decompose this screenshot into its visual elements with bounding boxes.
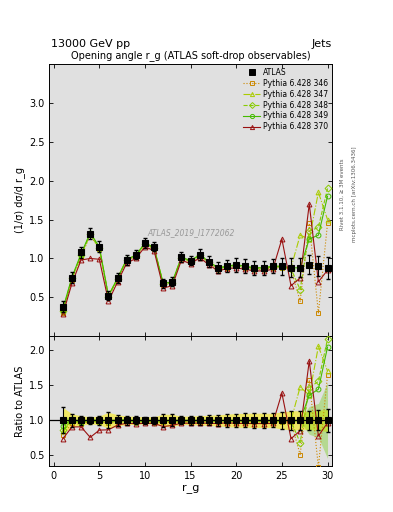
Legend: ATLAS, Pythia 6.428 346, Pythia 6.428 347, Pythia 6.428 348, Pythia 6.428 349, P: ATLAS, Pythia 6.428 346, Pythia 6.428 34…	[242, 66, 330, 133]
X-axis label: r_g: r_g	[182, 483, 199, 494]
Text: mcplots.cern.ch [arXiv:1306.3436]: mcplots.cern.ch [arXiv:1306.3436]	[352, 147, 357, 242]
Title: Opening angle r_g (ATLAS soft-drop observables): Opening angle r_g (ATLAS soft-drop obser…	[71, 51, 310, 61]
Text: Rivet 3.1.10, ≥ 3M events: Rivet 3.1.10, ≥ 3M events	[340, 159, 345, 230]
Y-axis label: Ratio to ATLAS: Ratio to ATLAS	[15, 366, 25, 437]
Text: 13000 GeV pp: 13000 GeV pp	[51, 38, 130, 49]
Text: ATLAS_2019_I1772062: ATLAS_2019_I1772062	[147, 228, 234, 237]
Y-axis label: (1/σ) dσ/d r_g: (1/σ) dσ/d r_g	[14, 167, 25, 233]
Text: Jets: Jets	[312, 38, 332, 49]
